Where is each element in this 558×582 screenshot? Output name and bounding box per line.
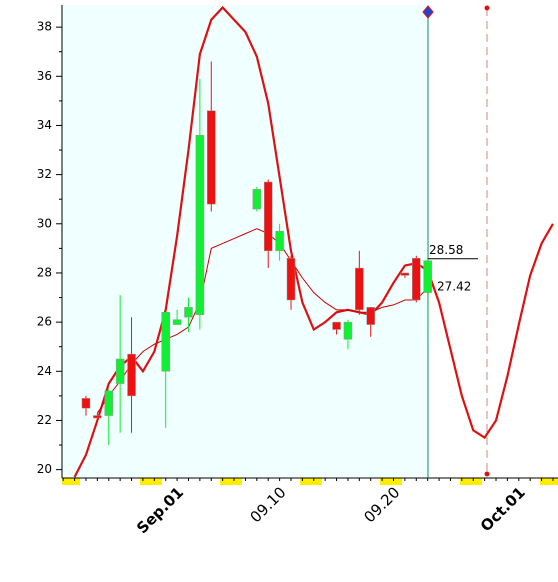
candle-body [366, 307, 375, 325]
candle-body [332, 321, 341, 330]
candle-body [207, 110, 216, 205]
x-tick-label: 09.10 [247, 483, 290, 526]
weekend-markers [62, 478, 558, 485]
y-tick-label: 38 [37, 20, 52, 34]
candle-body [412, 257, 421, 301]
y-tick-label: 30 [37, 216, 52, 230]
candle-body [81, 398, 91, 409]
y-tick-label: 36 [37, 69, 52, 83]
candle-body [115, 358, 125, 384]
candle-body [343, 321, 353, 340]
forecast-marker [484, 471, 490, 477]
candle-body [184, 307, 193, 318]
candle-body [161, 312, 170, 372]
line [73, 5, 554, 478]
candle-body [104, 390, 114, 416]
candle-body [172, 319, 182, 325]
y-tick-label: 32 [37, 167, 52, 181]
y-tick-label: 20 [37, 462, 52, 476]
candle-body [195, 135, 205, 315]
price-label: 27.42 [437, 280, 471, 294]
x-tick-label: Sep.01 [133, 483, 187, 537]
history-shade [62, 5, 428, 477]
price-label: 28.58 [429, 243, 463, 257]
current-marker [422, 5, 434, 19]
candle-body [400, 272, 410, 276]
candle-body [423, 260, 432, 293]
candle-body [355, 267, 364, 311]
y-tick-label: 26 [37, 315, 52, 329]
y-tick-label: 34 [37, 118, 52, 132]
candle-body [263, 181, 273, 252]
y-tick-label: 24 [37, 364, 52, 378]
candle-body [275, 230, 284, 252]
candle-body [93, 415, 102, 419]
x-tick-label: Oct.01 [477, 483, 529, 535]
y-tick-label: 28 [37, 265, 52, 279]
y-tick-label: 22 [37, 413, 52, 427]
candle-body [286, 257, 296, 301]
candle-body [127, 353, 136, 397]
forecast-marker [484, 5, 490, 11]
candle-body [252, 189, 262, 210]
x-tick-label: 09.20 [360, 483, 403, 526]
